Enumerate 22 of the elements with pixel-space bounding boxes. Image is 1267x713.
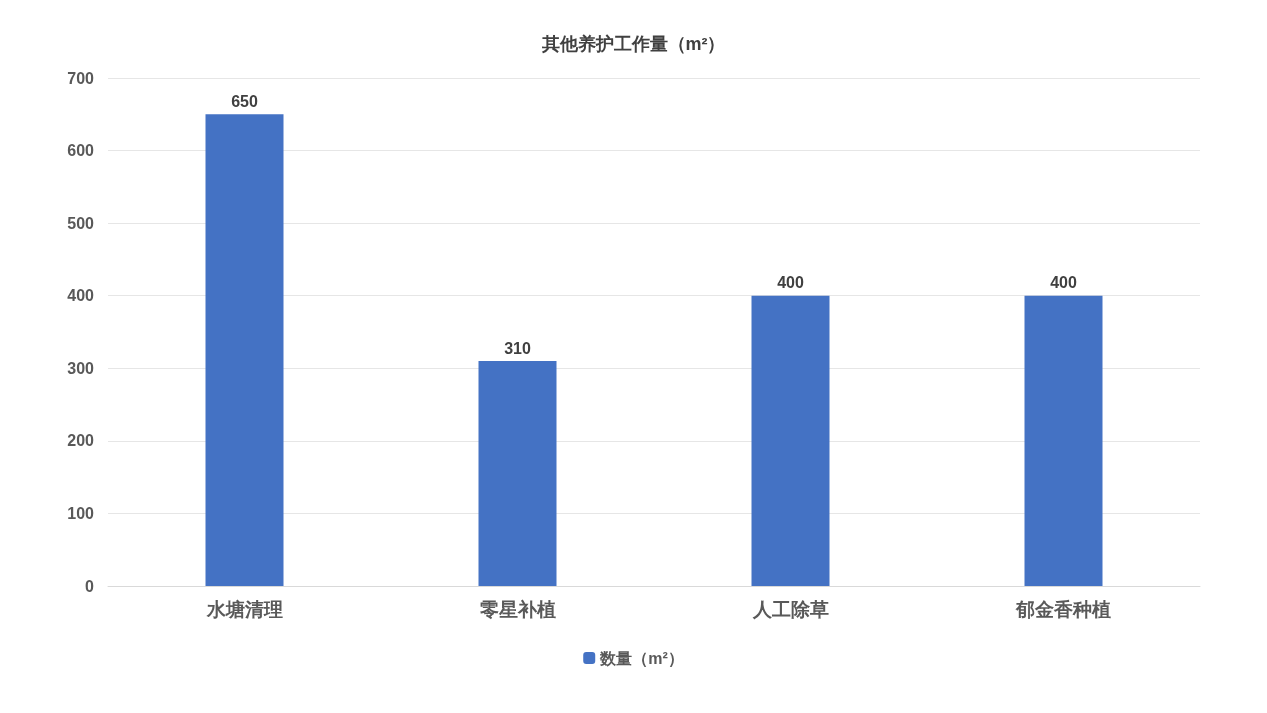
x-tick-label: 水塘清理: [205, 599, 283, 620]
y-tick-label: 700: [67, 69, 95, 87]
data-label: 310: [504, 339, 531, 357]
y-tick-label: 0: [85, 577, 95, 595]
bar: [1024, 295, 1103, 586]
y-tick-label: 600: [67, 142, 95, 160]
y-tick-label: 200: [67, 432, 95, 450]
x-tick-label: 人工除草: [751, 599, 829, 620]
bar: [205, 114, 284, 586]
bar: [478, 361, 557, 586]
x-tick-label: 郁金香种植: [1015, 599, 1111, 620]
chart-title: 其他养护工作量（m²）: [540, 34, 726, 54]
legend-label: 数量（m²）: [599, 649, 684, 668]
data-label: 400: [777, 274, 804, 292]
data-label: 400: [1050, 274, 1077, 292]
y-tick-label: 100: [67, 504, 95, 522]
y-tick-label: 400: [67, 287, 95, 305]
y-tick-label: 300: [67, 359, 95, 377]
bar: [751, 295, 830, 586]
y-tick-label: 500: [67, 214, 95, 232]
x-tick-label: 零星补植: [479, 599, 556, 620]
data-label: 650: [231, 92, 258, 110]
